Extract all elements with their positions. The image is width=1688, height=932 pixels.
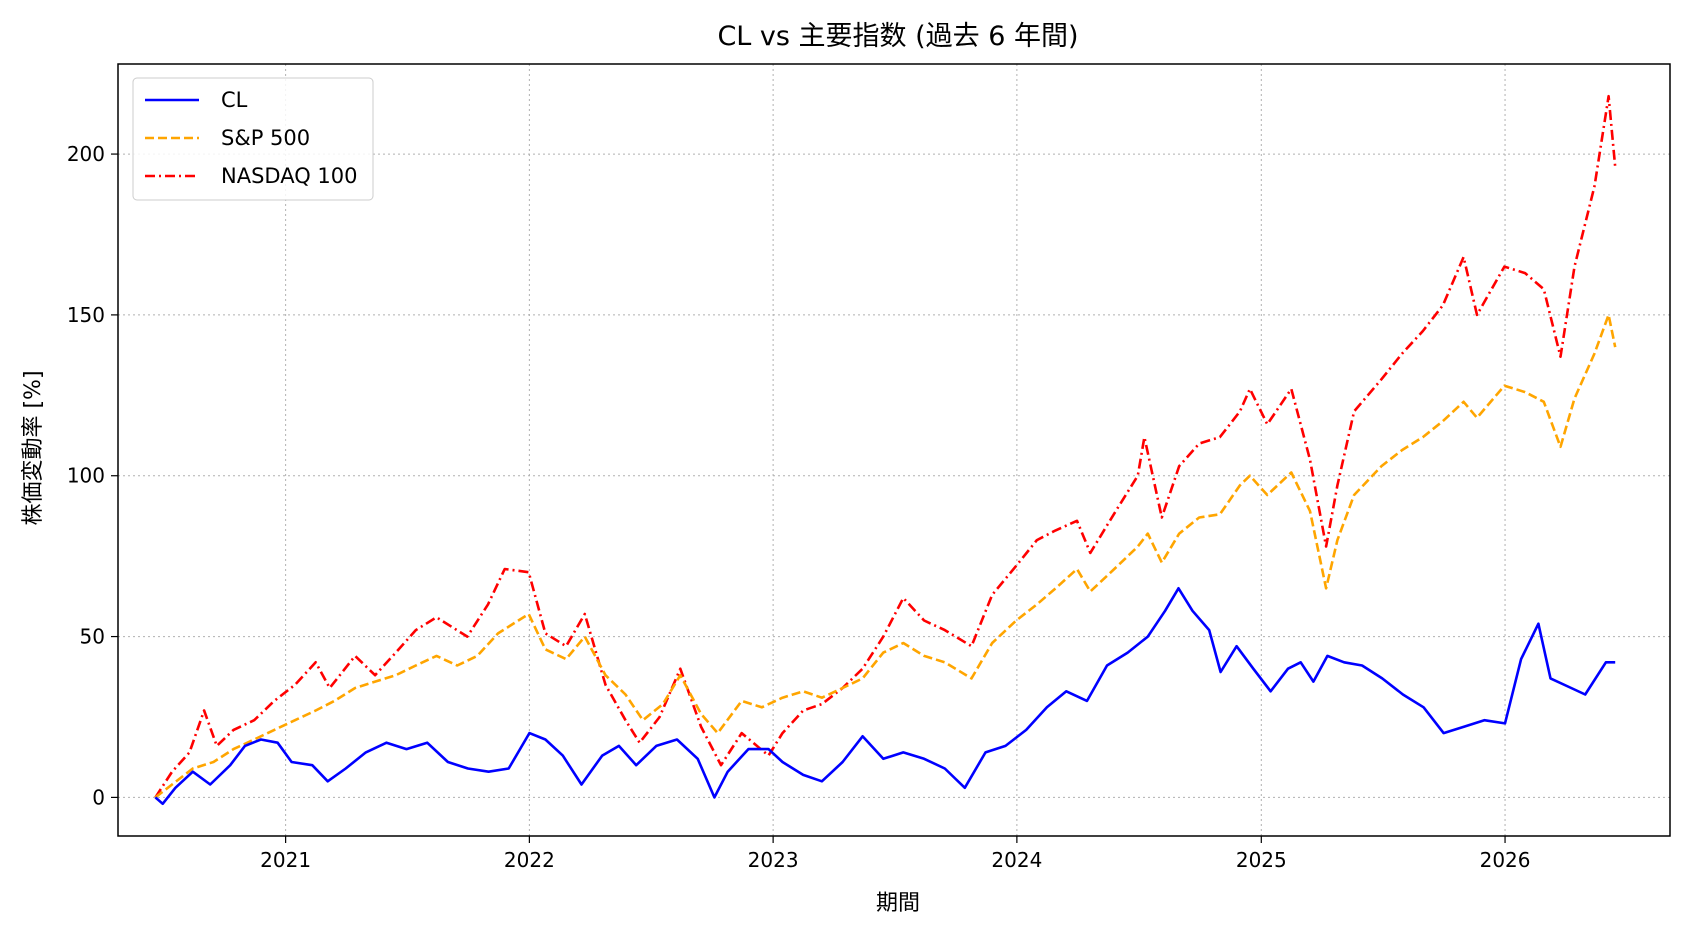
legend-label: CL — [221, 88, 248, 112]
series-line-cl — [154, 587, 1616, 806]
series-line-s-p-500 — [154, 313, 1617, 799]
y-tick-label: 50 — [80, 625, 105, 649]
y-axis: 0 50 100 150 200 — [67, 142, 118, 809]
y-tick-label: 150 — [67, 303, 105, 327]
legend-box — [132, 77, 374, 201]
x-tick-label: 2022 — [504, 848, 555, 872]
y-tick-label: 200 — [67, 142, 105, 166]
plot-lines — [154, 94, 1617, 806]
legend: CL S&P 500 NASDAQ 100 — [132, 77, 374, 201]
grid — [118, 64, 1670, 836]
x-tick-label: 2024 — [991, 848, 1042, 872]
series-line-nasdaq-100 — [154, 94, 1617, 799]
x-axis-label: 期間 — [876, 891, 920, 916]
plot-frame — [117, 63, 1671, 837]
x-tick-label: 2026 — [1480, 848, 1531, 872]
y-tick-label: 100 — [67, 464, 105, 488]
y-axis-label: 株価変動率 [%] — [21, 370, 46, 525]
legend-label: NASDAQ 100 — [221, 164, 358, 188]
x-tick-label: 2021 — [260, 848, 311, 872]
y-tick-label: 0 — [92, 785, 105, 809]
x-axis: 2021 2022 2023 2024 2025 2026 — [260, 836, 1531, 872]
chart-title: CL vs 主要指数 (過去 6 年間) — [717, 21, 1078, 52]
x-tick-label: 2023 — [748, 848, 799, 872]
x-tick-label: 2025 — [1236, 848, 1287, 872]
legend-label: S&P 500 — [221, 126, 310, 150]
